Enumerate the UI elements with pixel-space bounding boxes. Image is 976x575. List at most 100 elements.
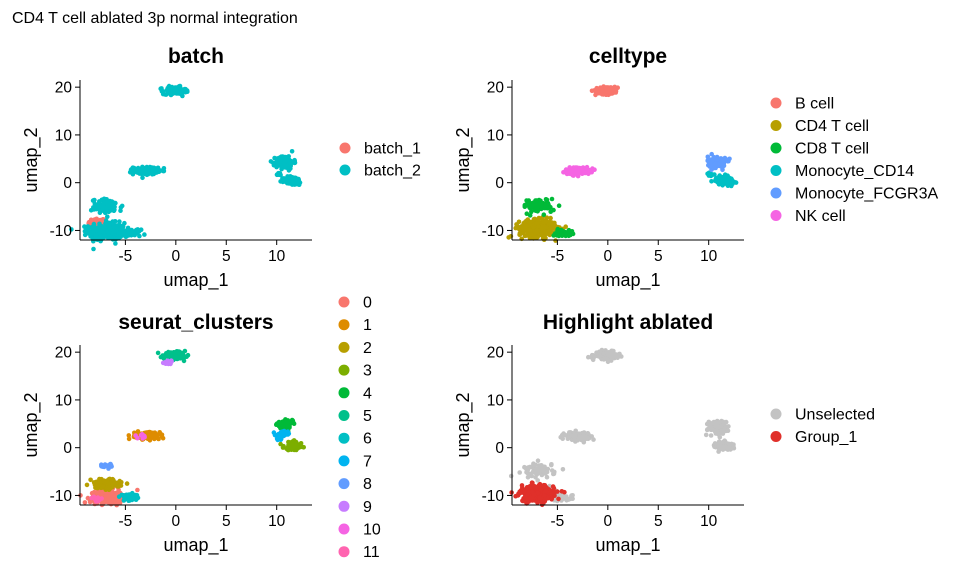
point-Unselected	[544, 474, 550, 480]
panel-title: seurat_clusters	[118, 311, 273, 334]
y-axis-label: umap_2	[453, 392, 474, 457]
point-batch_2	[111, 223, 116, 229]
legend-label: 0	[363, 295, 372, 312]
point-CD4 T cell	[532, 224, 537, 230]
point-batch_2	[155, 165, 161, 171]
y-tick-label: 20	[55, 345, 73, 362]
point-11	[89, 495, 94, 501]
panel-3: Highlight ablated -5 0 5 10 -10 0 10 20 umap_1 uma…	[453, 311, 875, 556]
point-Unselected	[557, 492, 563, 498]
y-tick-label: -10	[482, 488, 505, 505]
point-1	[126, 433, 132, 438]
point-1	[159, 432, 164, 438]
point-Unselected	[540, 468, 546, 474]
point-Group_1	[522, 489, 527, 494]
legend-label: CD4 T cell	[795, 118, 869, 135]
point-Unselected	[537, 465, 543, 470]
y-tick-label: 0	[495, 440, 504, 457]
point-Unselected	[614, 352, 619, 357]
point-CD4 T cell	[534, 228, 539, 233]
point-Monocyte_CD14	[709, 179, 714, 184]
x-tick-label: -5	[550, 513, 564, 530]
legend-key	[338, 387, 350, 399]
point-Unselected	[527, 471, 533, 477]
point-Monocyte_CD14	[722, 172, 728, 177]
point-3	[289, 441, 295, 447]
point-0	[109, 491, 114, 496]
x-axis-label: umap_1	[595, 270, 660, 291]
point-batch_2	[292, 160, 298, 165]
point-Unselected	[719, 431, 725, 436]
point-Group_1	[548, 491, 554, 496]
y-tick-label: 20	[487, 80, 505, 97]
panel-title: Highlight ablated	[543, 311, 713, 334]
point-CD8 T cell	[556, 203, 562, 208]
y-tick-label: -10	[50, 223, 73, 240]
legend-key	[770, 97, 782, 109]
x-tick-label: 5	[654, 513, 663, 530]
x-axis-label: umap_1	[163, 535, 228, 556]
point-batch_2	[119, 203, 125, 209]
legend-key	[338, 523, 350, 535]
point-batch_2	[111, 208, 117, 213]
point-Unselected	[583, 436, 588, 442]
point-batch_2	[117, 219, 122, 224]
figure-title: CD4 T cell ablated 3p normal integration	[12, 10, 298, 27]
point-4	[291, 420, 296, 425]
point-Unselected	[523, 465, 528, 471]
point-0	[98, 489, 104, 495]
point-batch_2	[268, 159, 274, 164]
point-Unselected	[592, 354, 597, 360]
point-NK cell	[572, 165, 577, 171]
point-7	[279, 432, 284, 437]
y-tick-label: -10	[50, 488, 73, 505]
point-0	[135, 487, 140, 493]
point-2	[97, 476, 102, 482]
point-Group_1	[537, 495, 542, 501]
legend-key	[770, 187, 782, 199]
point-0	[117, 500, 123, 506]
point-batch_2	[163, 92, 169, 97]
point-Monocyte_FCGR3A	[721, 163, 727, 168]
point-Group_1	[513, 493, 518, 499]
legend-key	[770, 120, 782, 131]
point-CD8 T cell	[536, 198, 541, 204]
legend-label: NK cell	[795, 208, 846, 225]
legend-key	[338, 455, 350, 467]
point-CD4 T cell	[527, 220, 532, 225]
point-Monocyte_FCGR3A	[705, 154, 711, 160]
point-Unselected	[601, 357, 607, 362]
point-Group_1	[550, 484, 556, 489]
point-CD8 T cell	[527, 213, 533, 218]
point-Unselected	[544, 469, 550, 475]
legend-label: Monocyte_FCGR3A	[795, 186, 938, 203]
point-CD4 T cell	[515, 224, 521, 230]
y-tick-label: 0	[63, 440, 72, 457]
point-7	[276, 436, 282, 442]
x-axis-label: umap_1	[595, 535, 660, 556]
point-Unselected	[608, 358, 614, 363]
point-CD4 T cell	[508, 234, 514, 239]
panel-0: batch -5 0 5 10 -10 0 10 20 umap_1 umap_2 batch_1ba…	[21, 45, 421, 291]
legend-key	[338, 364, 350, 376]
point-2	[106, 487, 112, 493]
point-0	[116, 487, 121, 493]
panel-2: seurat_clusters-5 0 5 10-1001020umap_1umap_…	[21, 295, 381, 562]
point-3	[298, 441, 304, 446]
point-4	[276, 419, 282, 425]
point-8	[100, 464, 106, 470]
point-batch_2	[90, 236, 96, 242]
point-CD8 T cell	[568, 232, 573, 238]
point-batch_2	[106, 209, 111, 215]
legend-label: 10	[363, 522, 381, 539]
point-Unselected	[718, 424, 724, 429]
point-0	[94, 490, 99, 496]
point-CD4 T cell	[528, 229, 533, 235]
legend-key	[338, 478, 350, 490]
point-CD4 T cell	[543, 218, 548, 224]
point-1	[135, 429, 141, 434]
point-Unselected	[601, 351, 606, 356]
point-Group_1	[537, 484, 542, 489]
point-2	[91, 480, 97, 485]
point-batch_2	[142, 232, 147, 237]
